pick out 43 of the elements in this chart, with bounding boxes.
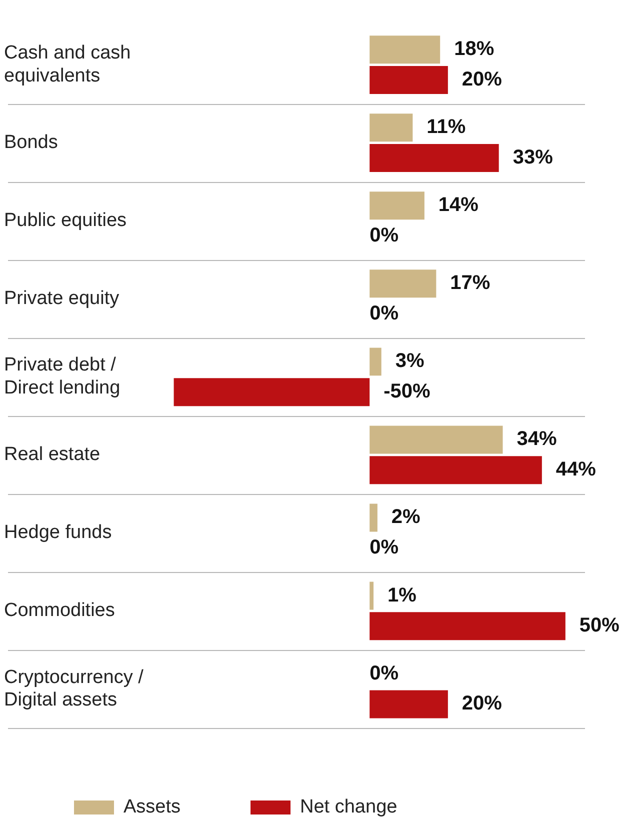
bar [370,144,499,172]
data-label: -50% [384,380,431,403]
data-label: 2% [391,506,421,528]
data-label: 0% [370,224,399,247]
bar [370,582,374,610]
bar [370,66,448,94]
data-label: 0% [370,662,399,684]
bar [370,426,503,454]
y-tick-label: Public equities [4,210,127,232]
y-tick-label: Private equity [4,288,120,310]
y-tick-label: Commodities [4,600,115,622]
data-label: 1% [388,584,417,606]
data-label: 33% [512,146,554,169]
data-label: 34% [516,428,558,450]
data-label: 0% [370,302,399,325]
bar [370,36,440,64]
y-tick-label: Cash and cash equivalents [4,42,131,86]
data-label: 18% [454,38,494,60]
data-label: 14% [438,194,479,216]
bar [370,348,382,376]
data-label: 20% [462,68,502,91]
bar [174,378,370,406]
legend-label: Net change [300,796,398,818]
bar [370,456,542,484]
bar [370,504,378,532]
bar [370,192,424,220]
bar [370,690,448,718]
y-tick-label: Real estate [4,444,100,466]
data-label: 44% [556,458,596,481]
data-label: 0% [370,536,399,559]
data-label: 3% [395,350,424,372]
data-label: 20% [462,692,502,715]
bar [370,270,436,298]
data-label: 17% [450,272,490,294]
y-tick-label: Bonds [4,132,58,154]
data-label: 11% [426,116,466,138]
y-tick-label: Hedge funds [4,522,112,544]
legend-label: Assets [124,796,181,818]
data-label: 50% [579,614,620,637]
bar [370,114,413,142]
y-tick-label: Private debt / Direct lending [4,354,120,399]
y-tick-label: Cryptocurrency / Digital assets [4,666,144,711]
bar [370,612,566,640]
